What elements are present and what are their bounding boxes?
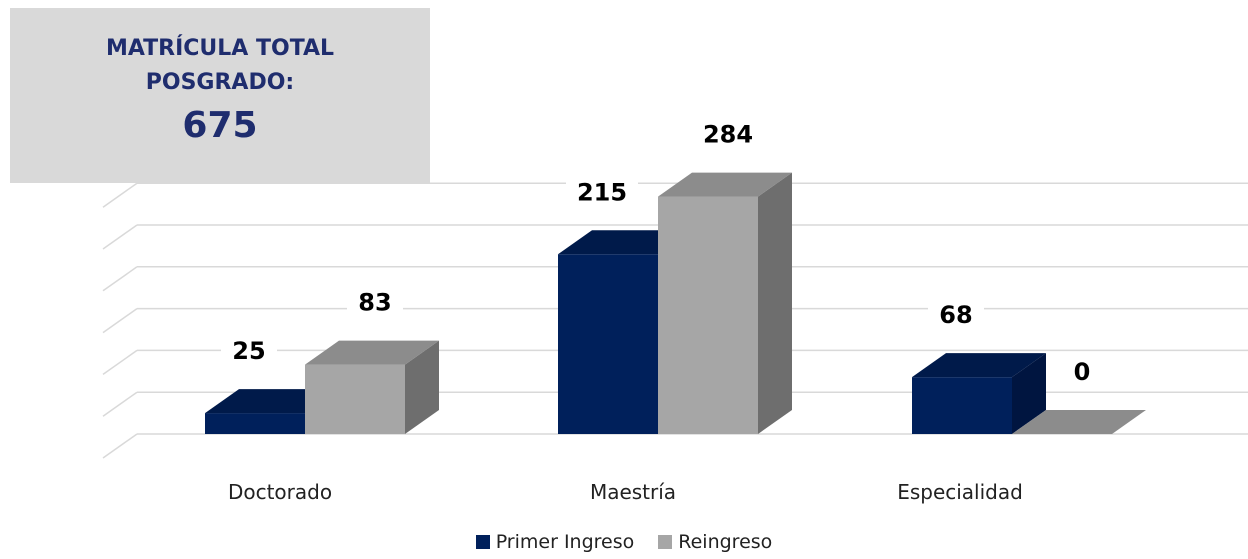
value-label: 68 — [928, 297, 984, 332]
value-label: 25 — [221, 333, 277, 368]
value-label: 83 — [347, 284, 403, 319]
value-label-text: 68 — [939, 301, 972, 329]
bars — [205, 172, 1146, 435]
value-label: 0 — [1062, 354, 1102, 388]
value-label-text: 284 — [703, 121, 753, 149]
callout-total: 675 — [182, 105, 258, 146]
category-label-especialidad: Especialidad — [897, 480, 1023, 504]
callout-line2: POSGRADO: — [145, 70, 295, 95]
value-labels: 25 83 215 284 68 0 — [221, 116, 1102, 388]
total-enrollment-callout: MATRÍCULA TOTAL POSGRADO: 675 — [10, 8, 430, 183]
legend-swatch-reingreso — [658, 535, 673, 549]
callout-line1: MATRÍCULA TOTAL — [105, 36, 335, 61]
legend: Primer Ingreso Reingreso — [0, 530, 1248, 554]
category-labels: Doctorado Maestría Especialidad — [228, 480, 1023, 504]
value-label-text: 0 — [1074, 358, 1091, 386]
bar-especialidad-primer-ingreso — [912, 353, 1046, 434]
value-label: 284 — [692, 116, 764, 151]
legend-label-reingreso: Reingreso — [678, 531, 773, 553]
legend-item-primer-ingreso: Primer Ingreso — [475, 531, 635, 553]
category-label-doctorado: Doctorado — [228, 480, 332, 504]
legend-swatch-primer-ingreso — [475, 535, 490, 549]
value-label-text: 25 — [232, 337, 265, 365]
bar-especialidad-reingreso — [1012, 410, 1146, 434]
bar-maestría-reingreso — [658, 172, 792, 435]
legend-item-reingreso: Reingreso — [658, 531, 772, 553]
value-label: 215 — [566, 174, 638, 209]
gridline — [102, 433, 1248, 459]
value-label-text: 83 — [358, 289, 391, 317]
value-label-text: 215 — [577, 178, 627, 206]
category-label-maestría: Maestría — [590, 480, 676, 504]
bar-doctorado-reingreso — [305, 340, 439, 434]
legend-label-primer-ingreso: Primer Ingreso — [495, 531, 635, 553]
